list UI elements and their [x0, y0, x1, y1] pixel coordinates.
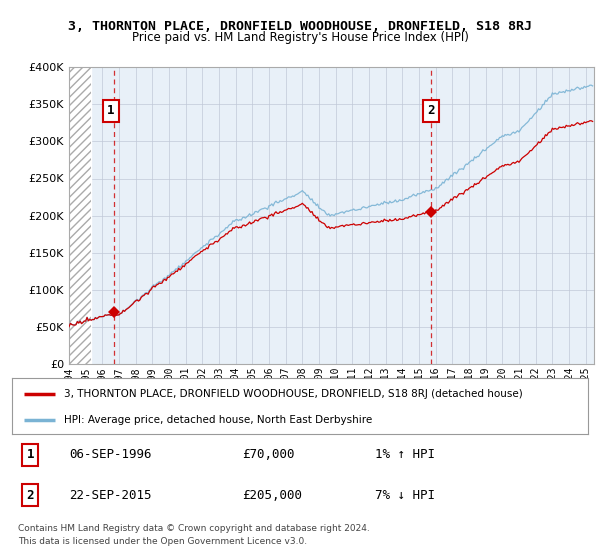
Text: 1% ↑ HPI: 1% ↑ HPI [375, 448, 435, 461]
Text: 2: 2 [427, 104, 435, 117]
Text: 1: 1 [26, 448, 34, 461]
Text: 1: 1 [107, 104, 115, 117]
Bar [69, 67, 91, 364]
Text: 7% ↓ HPI: 7% ↓ HPI [375, 489, 435, 502]
Text: Price paid vs. HM Land Registry's House Price Index (HPI): Price paid vs. HM Land Registry's House … [131, 31, 469, 44]
Text: HPI: Average price, detached house, North East Derbyshire: HPI: Average price, detached house, Nort… [64, 415, 372, 425]
Text: £205,000: £205,000 [242, 489, 302, 502]
Text: Contains HM Land Registry data © Crown copyright and database right 2024.
This d: Contains HM Land Registry data © Crown c… [18, 524, 370, 546]
Text: 2: 2 [26, 489, 34, 502]
Text: £70,000: £70,000 [242, 448, 295, 461]
Text: 3, THORNTON PLACE, DRONFIELD WOODHOUSE, DRONFIELD, S18 8RJ (detached house): 3, THORNTON PLACE, DRONFIELD WOODHOUSE, … [64, 389, 523, 399]
Text: 3, THORNTON PLACE, DRONFIELD WOODHOUSE, DRONFIELD, S18 8RJ: 3, THORNTON PLACE, DRONFIELD WOODHOUSE, … [68, 20, 532, 32]
Bar [69, 67, 91, 364]
Text: 06-SEP-1996: 06-SEP-1996 [70, 448, 152, 461]
Text: 22-SEP-2015: 22-SEP-2015 [70, 489, 152, 502]
